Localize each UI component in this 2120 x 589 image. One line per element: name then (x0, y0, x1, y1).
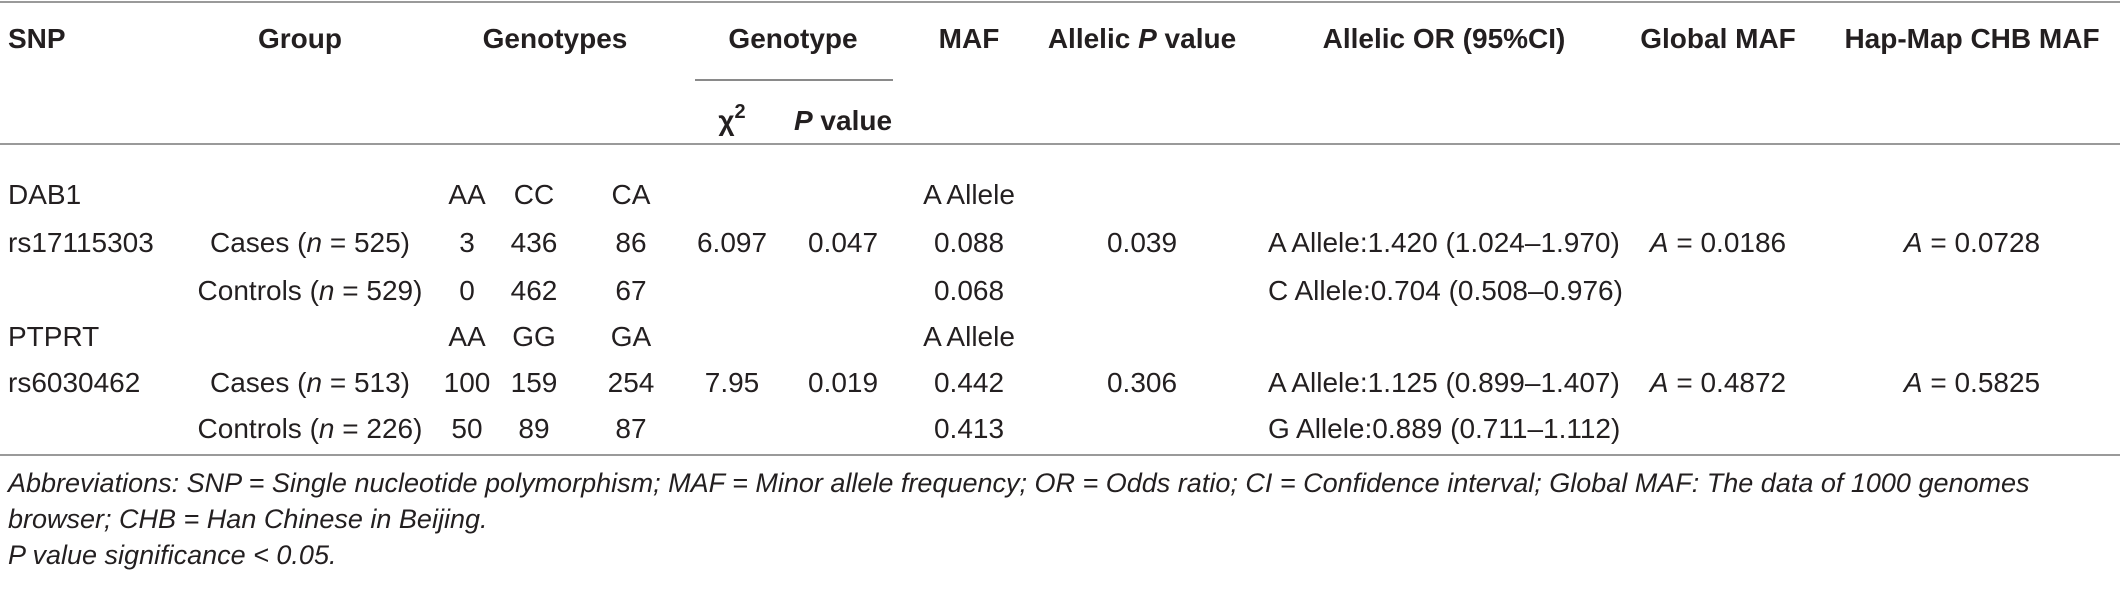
p-value: 0.019 (807, 367, 879, 398)
header-genotype: Genotype (728, 23, 858, 54)
genotype-count: 436 (510, 227, 558, 258)
genotype-label: CC (513, 179, 555, 210)
allelic-or-value: G Allele:0.889 (0.711–1.112) (1268, 413, 1621, 444)
header-allelic-or: Allelic OR (95%CI) (1322, 23, 1566, 54)
genotype-label: GG (512, 321, 556, 352)
chi-square-value: 6.097 (696, 227, 768, 258)
group-cell: Controls (n = 529) (197, 275, 423, 306)
genotype-count: 0 (459, 275, 475, 306)
maf-allele-label: A Allele (923, 179, 1015, 210)
header-maf: MAF (938, 23, 1000, 54)
maf-value: 0.068 (933, 275, 1005, 306)
header-p-value: P value (793, 105, 893, 136)
header-global-maf: Global MAF (1640, 23, 1796, 54)
genotype-span-rule (695, 79, 893, 81)
group-cell: Cases (n = 513) (210, 367, 410, 398)
group-cell: Cases (n = 525) (210, 227, 410, 258)
genotype-count: 67 (615, 275, 647, 306)
genotype-label: AA (448, 179, 486, 210)
snp-id: rs17115303 (8, 227, 154, 258)
header-chi-square: χ2 (718, 100, 746, 136)
genotype-count: 89 (518, 413, 550, 444)
genotype-count: 100 (443, 367, 491, 398)
hapmap-maf-value: A = 0.0728 (1903, 227, 2041, 258)
table-top-rule (0, 1, 2120, 3)
genotype-count: 86 (615, 227, 647, 258)
footnote-abbreviations-cont: browser; CHB = Han Chinese in Beijing. (8, 504, 488, 534)
genotype-label: CA (611, 179, 651, 210)
allelic-or-value: A Allele:1.125 (0.899–1.407) (1268, 367, 1620, 398)
hapmap-maf-value: A = 0.5825 (1903, 367, 2041, 398)
snp-id: rs6030462 (8, 367, 141, 398)
genotype-label: AA (448, 321, 486, 352)
genotype-count: 3 (459, 227, 475, 258)
footnote-significance: P value significance < 0.05. (8, 540, 337, 570)
global-maf-value: A = 0.0186 (1649, 227, 1787, 258)
footnote-abbreviations: Abbreviations: SNP = Single nucleotide p… (8, 468, 2030, 498)
genotype-count: 254 (607, 367, 655, 398)
table-bottom-rule (0, 454, 2120, 456)
allelic-or-value: C Allele:0.704 (0.508–0.976) (1268, 275, 1623, 306)
maf-value: 0.413 (933, 413, 1005, 444)
gene-ptprt: PTPRT (8, 321, 100, 352)
header-genotypes: Genotypes (482, 23, 628, 54)
genotype-count: 50 (451, 413, 483, 444)
maf-allele-label: A Allele (923, 321, 1015, 352)
p-value: 0.047 (807, 227, 879, 258)
header-bottom-rule (0, 143, 2120, 145)
allelic-p-value: 0.306 (1106, 367, 1178, 398)
header-snp: SNP (8, 23, 66, 54)
genotype-count: 87 (615, 413, 647, 444)
header-allelic-p-value: Allelic P value (1047, 23, 1237, 54)
maf-value: 0.088 (933, 227, 1005, 258)
chi-square-value: 7.95 (704, 367, 760, 398)
header-hapmap-chb-maf: Hap-Map CHB MAF (1844, 23, 2100, 54)
header-group: Group (258, 23, 342, 54)
allelic-or-value: A Allele:1.420 (1.024–1.970) (1268, 227, 1620, 258)
genotype-label: GA (610, 321, 652, 352)
genotype-count: 462 (510, 275, 558, 306)
allelic-p-value: 0.039 (1106, 227, 1178, 258)
genotype-count: 159 (510, 367, 558, 398)
maf-value: 0.442 (933, 367, 1005, 398)
group-cell: Controls (n = 226) (197, 413, 423, 444)
global-maf-value: A = 0.4872 (1649, 367, 1787, 398)
gene-dab1: DAB1 (8, 179, 82, 210)
